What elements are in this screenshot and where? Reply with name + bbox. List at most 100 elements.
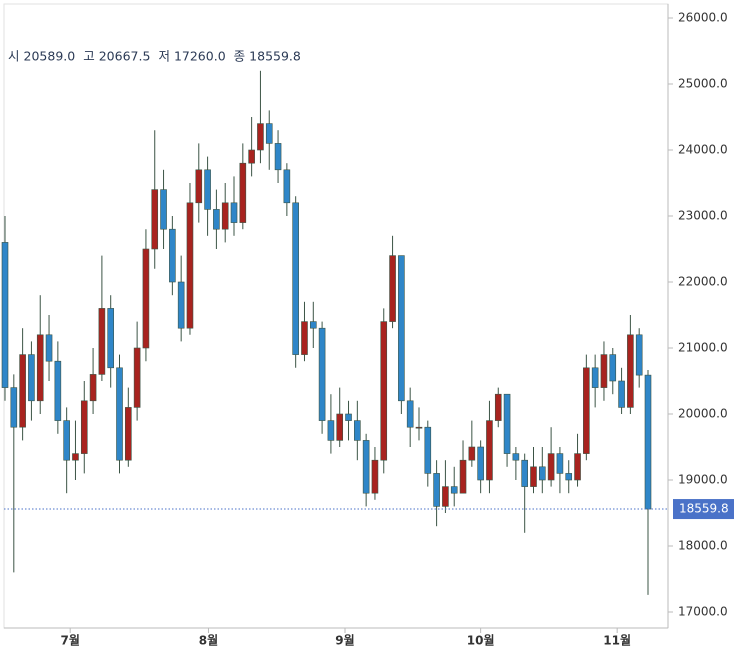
y-tick-label: 18000.0 xyxy=(678,539,728,553)
y-tick-label: 26000.0 xyxy=(678,11,728,25)
candle-body xyxy=(265,123,273,144)
candle-body xyxy=(442,486,449,507)
candle-body xyxy=(415,426,423,429)
candle-body xyxy=(565,473,573,481)
candle-body xyxy=(547,453,555,481)
candle-body xyxy=(459,459,467,494)
last-price-label: 18559.8 xyxy=(679,502,729,516)
y-tick-label: 25000.0 xyxy=(678,77,728,91)
candle-body xyxy=(486,420,493,481)
y-tick-label: 24000.0 xyxy=(678,143,728,157)
candle-body xyxy=(10,387,18,428)
candle-body xyxy=(618,380,625,408)
candle-body xyxy=(19,354,26,428)
candle-body xyxy=(257,123,264,151)
candle-body xyxy=(503,393,511,454)
candle-body xyxy=(627,334,634,408)
candle-body xyxy=(336,413,344,441)
y-tick-label: 20000.0 xyxy=(678,407,728,421)
ohlc-key: 종 xyxy=(234,49,246,64)
candle-body xyxy=(213,209,220,230)
candle-body xyxy=(301,321,308,355)
candle-body xyxy=(398,255,405,402)
candle-body xyxy=(318,327,326,421)
candle-body xyxy=(195,169,203,204)
candle-body xyxy=(327,420,335,441)
x-tick-label: 11월 xyxy=(603,633,631,648)
candle-body xyxy=(380,321,388,461)
candle-body xyxy=(600,354,608,388)
candle-body xyxy=(591,367,599,388)
candle-body xyxy=(36,334,44,402)
candle-body xyxy=(80,400,88,454)
candle-body xyxy=(521,459,528,487)
ohlc-header: 시 20589.0 고 20667.5 저 17260.0 종 18559.8 xyxy=(8,49,301,64)
candle-body xyxy=(494,393,502,421)
candle-body xyxy=(644,374,652,510)
ohlc-key: 고 xyxy=(83,49,95,64)
candle-body xyxy=(371,459,379,494)
candle-body xyxy=(283,169,291,204)
y-tick-label: 19000.0 xyxy=(678,473,728,487)
candle-body xyxy=(468,446,476,461)
candle-body xyxy=(362,440,370,494)
candle-body xyxy=(309,321,317,329)
candle-body xyxy=(424,426,432,474)
candle-body xyxy=(63,420,70,461)
candle-body xyxy=(354,420,361,441)
candle-body xyxy=(450,486,458,494)
candle-body xyxy=(609,354,617,382)
candle-body xyxy=(151,189,159,250)
candle-body xyxy=(239,162,247,223)
x-tick-label: 8월 xyxy=(199,633,218,648)
candle-body xyxy=(169,228,176,283)
candle-body xyxy=(389,255,396,322)
candle-body xyxy=(116,367,123,461)
candle-body xyxy=(274,143,282,171)
candle-body xyxy=(530,466,537,487)
ohlc-key: 시 xyxy=(8,49,20,64)
candle-body xyxy=(54,360,62,421)
x-tick-label: 10월 xyxy=(467,633,495,648)
candle-body xyxy=(177,281,185,329)
candle-body xyxy=(512,453,520,461)
candle-body xyxy=(556,453,564,474)
ohlc-value: 20667.5 xyxy=(99,49,151,64)
candle-body xyxy=(89,374,97,402)
candle-body xyxy=(28,354,35,402)
ohlc-value: 17260.0 xyxy=(174,49,226,64)
candle-body xyxy=(142,248,150,349)
ohlc-key: 저 xyxy=(158,49,170,64)
candle-body xyxy=(125,407,132,461)
candle-body xyxy=(583,367,590,454)
last-price-tag xyxy=(673,499,734,520)
x-tick-label: 9월 xyxy=(335,633,354,648)
candle-body xyxy=(635,334,643,376)
candle-body xyxy=(292,202,299,355)
candle-body xyxy=(406,400,414,428)
candle-body xyxy=(221,202,229,230)
y-tick-label: 22000.0 xyxy=(678,275,728,289)
y-tick-label: 23000.0 xyxy=(678,209,728,223)
y-tick-label: 17000.0 xyxy=(678,605,728,619)
candle-body xyxy=(133,347,141,408)
candle-body xyxy=(433,473,440,507)
candle-body xyxy=(539,466,546,481)
candle-body xyxy=(72,453,79,461)
candle-body xyxy=(1,242,9,388)
candle-body xyxy=(248,149,255,164)
candle-body xyxy=(107,308,114,369)
candle-body xyxy=(477,446,484,481)
ohlc-value: 18559.8 xyxy=(249,49,301,64)
candle-body xyxy=(230,202,238,223)
candle-body xyxy=(45,334,53,362)
y-tick-label: 21000.0 xyxy=(678,341,728,355)
candle-body xyxy=(98,308,106,375)
candle-body xyxy=(574,453,581,481)
x-tick-label: 7월 xyxy=(60,633,79,648)
ohlc-value: 20589.0 xyxy=(24,49,76,64)
candle-body xyxy=(204,169,211,210)
candle-body xyxy=(186,202,194,329)
